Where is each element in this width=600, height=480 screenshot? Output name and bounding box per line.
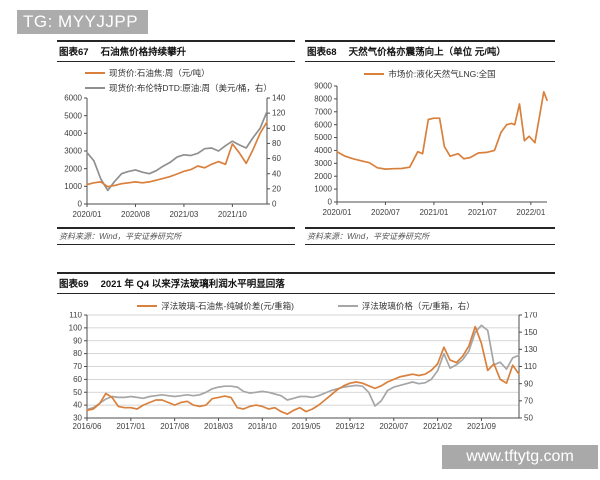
svg-text:30: 30	[73, 414, 82, 423]
svg-text:2022/01: 2022/01	[516, 208, 545, 217]
figure-69-legend: 浮法玻璃-石油焦-纯碱价差(元/重箱) 浮法玻璃价格（元/重箱，右）	[57, 294, 555, 312]
legend-label: 现货价:石油焦:周（元/吨）	[109, 68, 210, 78]
svg-text:6000: 6000	[314, 120, 332, 129]
legend-item: 现货价:石油焦:周（元/吨）	[85, 67, 295, 79]
legend-item: 浮法玻璃价格（元/重箱，右）	[337, 300, 475, 312]
svg-text:2021/09: 2021/09	[467, 422, 496, 431]
svg-text:2021/10: 2021/10	[218, 210, 247, 219]
figure-69-label: 图表69	[59, 279, 89, 290]
svg-text:2019/05: 2019/05	[292, 422, 321, 431]
svg-text:80: 80	[73, 349, 82, 358]
svg-text:2019/12: 2019/12	[335, 422, 364, 431]
svg-text:3000: 3000	[64, 147, 82, 156]
svg-text:9000: 9000	[314, 82, 332, 91]
svg-text:2020/07: 2020/07	[371, 208, 400, 217]
figure-67-label: 图表67	[59, 47, 89, 58]
svg-text:0: 0	[78, 200, 83, 209]
svg-text:90: 90	[73, 336, 82, 345]
svg-text:2021/01: 2021/01	[419, 208, 448, 217]
legend-item: 现货价:布伦特DTD:原油:周（美元/桶，右）	[85, 82, 295, 94]
svg-text:3000: 3000	[314, 159, 332, 168]
svg-text:60: 60	[73, 375, 82, 384]
svg-text:2000: 2000	[64, 164, 82, 173]
site-watermark: www.tftytg.com	[442, 445, 598, 469]
svg-text:6000: 6000	[64, 94, 82, 103]
figure-68-source: 资料来源：Wind，平安证券研究所	[305, 227, 555, 245]
svg-text:140: 140	[272, 94, 286, 103]
svg-text:2016/06: 2016/06	[73, 422, 102, 431]
svg-text:150: 150	[524, 328, 538, 337]
legend-item: 浮法玻璃-石油焦-纯碱价差(元/重箱)	[137, 300, 294, 312]
svg-text:2020/08: 2020/08	[121, 210, 150, 219]
svg-text:130: 130	[524, 345, 538, 354]
chart-68-canvas: 0 1000 2000 3000 4000 5000 6000 7000 8000 9000 202…	[305, 80, 555, 223]
svg-text:0: 0	[272, 200, 277, 209]
figure-69-title: 2021 年 Q4 以来浮法玻璃利润水平明显回落	[100, 279, 285, 290]
svg-text:7000: 7000	[314, 107, 332, 116]
svg-text:2000: 2000	[314, 172, 332, 181]
svg-text:2021/07: 2021/07	[468, 208, 497, 217]
legend-line-swatch	[85, 72, 105, 74]
figure-67-title: 石油焦价格持续攀升	[100, 47, 187, 58]
svg-text:70: 70	[73, 362, 82, 371]
figure-67-legend: 现货价:石油焦:周（元/吨） 现货价:布伦特DTD:原油:周（美元/桶，右）	[57, 62, 295, 94]
figure-68-title-row: 图表68 天然气价格亦震荡向上（单位 元/吨）	[305, 40, 555, 62]
svg-text:110: 110	[524, 362, 537, 371]
svg-text:1000: 1000	[314, 185, 332, 194]
svg-text:170: 170	[524, 312, 538, 320]
svg-text:100: 100	[272, 124, 286, 133]
svg-text:8000: 8000	[314, 94, 332, 103]
svg-text:70: 70	[524, 396, 533, 405]
svg-text:2021/02: 2021/02	[423, 422, 452, 431]
figure-68: 图表68 天然气价格亦震荡向上（单位 元/吨） 市场价:液化天然气LNG:全国 …	[305, 40, 555, 245]
figure-67-title-row: 图表67 石油焦价格持续攀升	[57, 40, 295, 62]
svg-text:2017/08: 2017/08	[160, 422, 189, 431]
svg-text:20: 20	[272, 184, 281, 193]
legend-line-swatch	[137, 305, 158, 307]
svg-text:4000: 4000	[64, 129, 82, 138]
svg-text:2020/01: 2020/01	[323, 208, 352, 217]
figure-68-title: 天然气价格亦震荡向上（单位 元/吨）	[348, 47, 506, 58]
figure-68-legend: 市场价:液化天然气LNG:全国	[305, 62, 555, 80]
svg-text:80: 80	[272, 139, 281, 148]
svg-text:50: 50	[524, 414, 533, 423]
svg-text:1000: 1000	[64, 182, 82, 191]
svg-text:2018/03: 2018/03	[204, 422, 233, 431]
chart-69-canvas: 30 40 50 60 70 80 90 100 110 50 70 90 110 130 150 170 20…	[57, 311, 555, 437]
legend-label: 现货价:布伦特DTD:原油:周（美元/桶，右）	[109, 83, 272, 93]
legend-line-swatch	[337, 305, 358, 307]
legend-label: 浮法玻璃-石油焦-纯碱价差(元/重箱)	[161, 301, 294, 311]
svg-text:100: 100	[69, 323, 83, 332]
figure-67: 图表67 石油焦价格持续攀升 现货价:石油焦:周（元/吨） 现货价:布伦特DTD…	[57, 40, 295, 245]
chart-67-canvas: 0 1000 2000 3000 4000 5000 6000 0 20 40 60 80 100 120…	[57, 94, 295, 225]
svg-text:50: 50	[73, 388, 82, 397]
figure-67-source: 资料来源：Wind，平安证券研究所	[57, 227, 295, 245]
legend-label: 浮法玻璃价格（元/重箱，右）	[361, 301, 475, 311]
svg-text:5000: 5000	[314, 133, 332, 142]
legend-line-swatch	[364, 73, 385, 75]
svg-text:5000: 5000	[64, 111, 82, 120]
svg-text:2020/01: 2020/01	[73, 210, 102, 219]
svg-text:60: 60	[272, 154, 281, 163]
svg-text:0: 0	[328, 198, 333, 207]
svg-text:40: 40	[272, 169, 281, 178]
legend-line-swatch	[85, 87, 105, 89]
svg-text:2017/01: 2017/01	[116, 422, 145, 431]
legend-label: 市场价:液化天然气LNG:全国	[388, 69, 496, 79]
figure-69-title-row: 图表69 2021 年 Q4 以来浮法玻璃利润水平明显回落	[57, 272, 555, 294]
svg-text:120: 120	[272, 109, 286, 118]
svg-text:2021/03: 2021/03	[169, 210, 198, 219]
figure-69: 图表69 2021 年 Q4 以来浮法玻璃利润水平明显回落 浮法玻璃-石油焦-纯…	[57, 272, 555, 438]
telegram-watermark-badge: TG: MYYJJPP	[17, 10, 148, 34]
legend-item: 市场价:液化天然气LNG:全国	[364, 68, 496, 80]
svg-text:2020/07: 2020/07	[379, 422, 408, 431]
svg-text:90: 90	[524, 379, 533, 388]
svg-text:110: 110	[69, 312, 82, 320]
svg-text:40: 40	[73, 401, 82, 410]
svg-text:2018/10: 2018/10	[248, 422, 277, 431]
svg-text:4000: 4000	[314, 146, 332, 155]
figure-68-label: 图表68	[307, 47, 337, 58]
